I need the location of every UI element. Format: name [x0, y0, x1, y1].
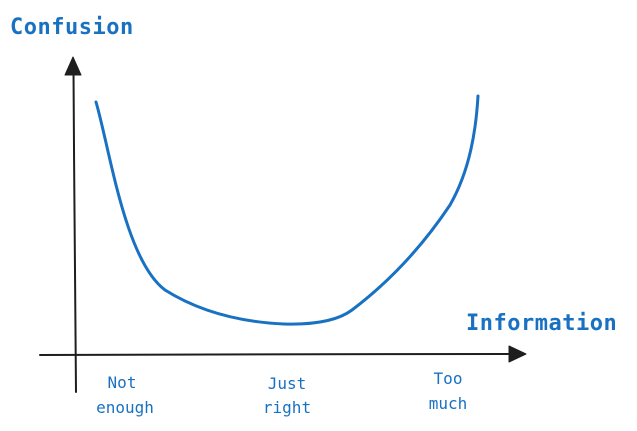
x-axis-line [39, 353, 513, 356]
x-axis-arrowhead [508, 345, 527, 363]
tick-label-just-right-line2: right [263, 398, 311, 417]
y-axis-title: Confusion [10, 15, 134, 40]
confusion-curve [94, 94, 480, 326]
tick-label-too-much-line2: much [429, 394, 468, 413]
tick-label-not-enough-line2: enough [96, 398, 154, 417]
x-axis-title: Information [466, 311, 617, 336]
y-axis-arrowhead [64, 56, 82, 76]
tick-label-not-enough-line1: Not [108, 373, 137, 392]
tick-label-just-right-line1: Just [268, 374, 307, 393]
tick-label-too-much-line1: Too [434, 369, 463, 388]
y-axis-line [72, 69, 77, 393]
